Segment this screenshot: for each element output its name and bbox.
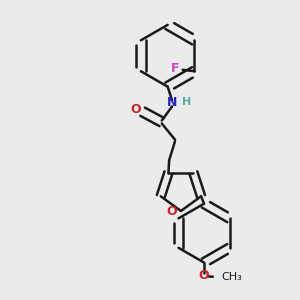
- Text: H: H: [182, 97, 191, 107]
- Text: N: N: [167, 96, 177, 110]
- Text: O: O: [199, 269, 209, 282]
- Text: O: O: [166, 205, 177, 218]
- Text: O: O: [131, 103, 142, 116]
- Text: CH₃: CH₃: [222, 272, 242, 282]
- Text: F: F: [171, 62, 180, 75]
